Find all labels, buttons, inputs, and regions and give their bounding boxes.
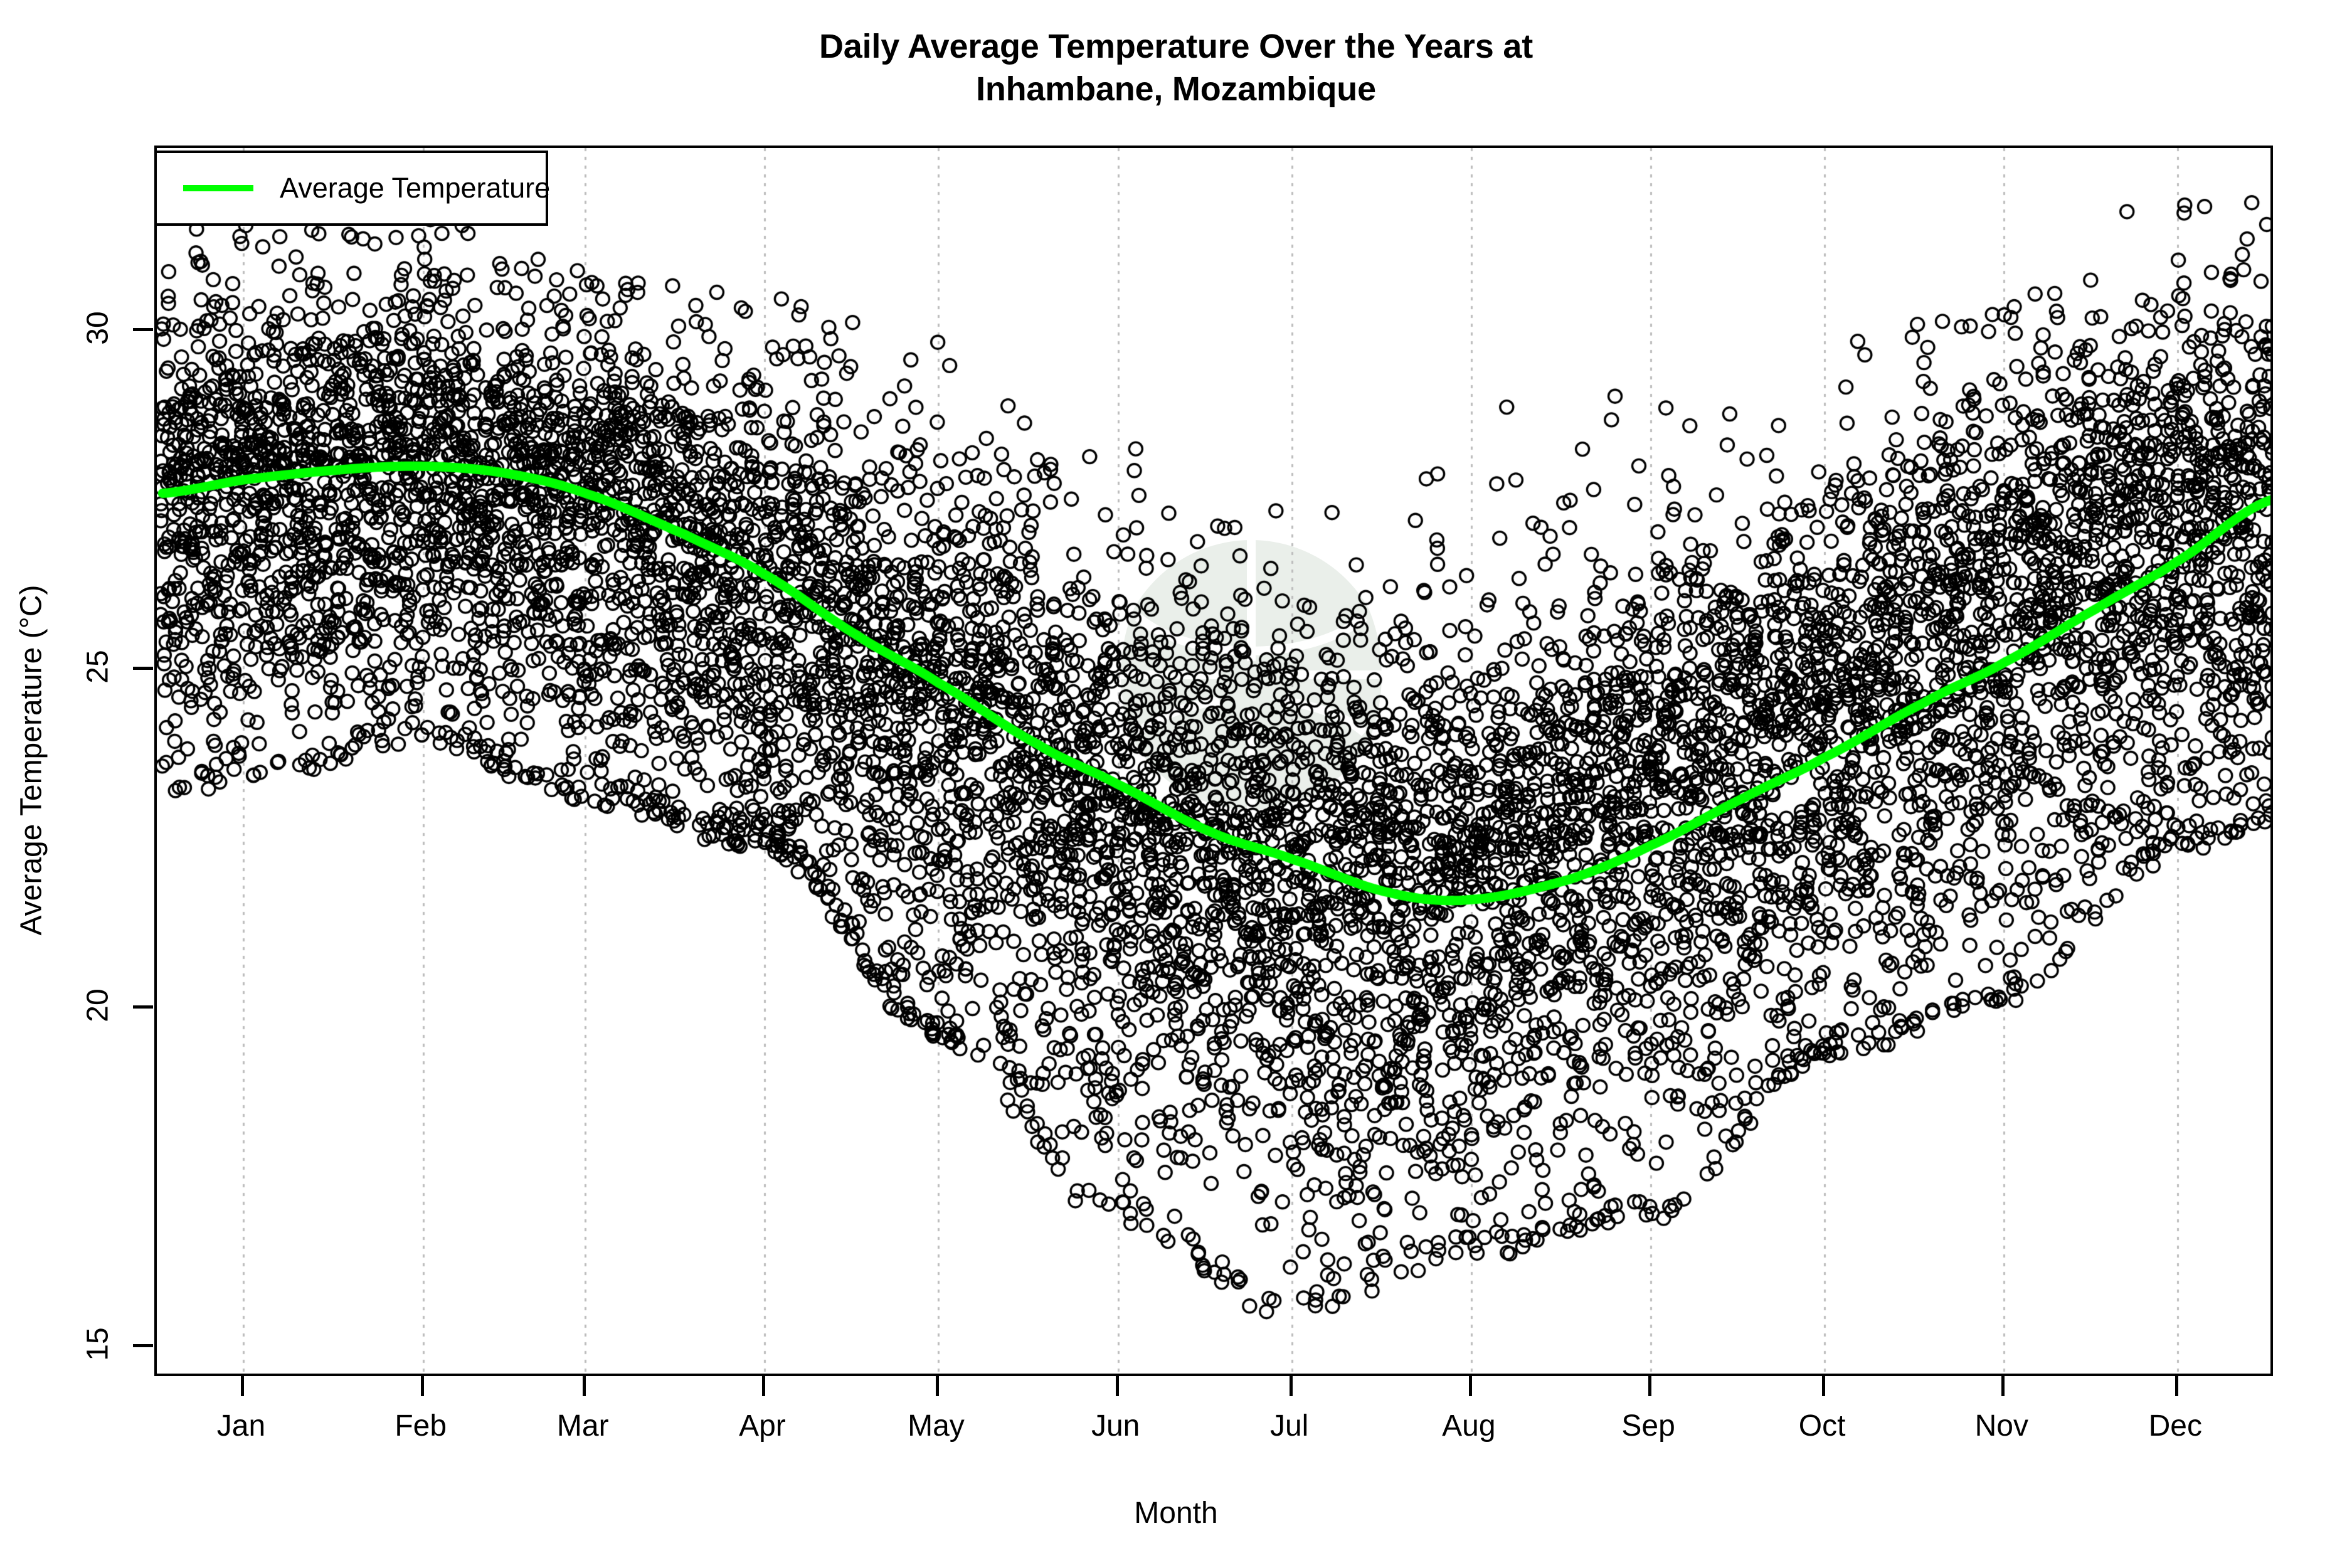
x-axis-tick-mark	[1468, 1375, 1472, 1396]
x-axis-tick-mark	[762, 1375, 766, 1396]
x-axis-tick-mark	[1115, 1375, 1119, 1396]
y-axis-tick-mark	[133, 1343, 153, 1347]
legend-entry-average-temperature: Average Temperature	[157, 153, 550, 223]
legend-entry-label: Average Temperature	[280, 172, 551, 204]
x-axis-tick-label: Feb	[395, 1409, 447, 1443]
plot-area	[154, 146, 2273, 1376]
x-axis-tick-label: Jul	[1269, 1409, 1309, 1443]
x-axis-title: Month	[1134, 1496, 1218, 1530]
y-axis-tick-label: 30	[81, 311, 115, 346]
x-axis-tick-label: Sep	[1621, 1409, 1675, 1443]
x-axis-tick-mark	[241, 1375, 245, 1396]
x-axis-tick-mark	[2001, 1375, 2005, 1396]
y-axis-tick-mark	[133, 1005, 153, 1009]
x-axis-tick-mark	[1289, 1375, 1293, 1396]
y-axis-tick-mark	[133, 328, 153, 332]
x-axis-tick-mark	[1822, 1375, 1826, 1396]
scatter-plot-canvas	[157, 148, 2270, 1374]
chart-title: Daily Average Temperature Over the Years…	[0, 25, 2352, 110]
x-axis-tick-label: Nov	[1974, 1409, 2028, 1443]
y-axis-tick-label: 25	[81, 650, 115, 684]
y-axis-tick-mark	[133, 667, 153, 670]
x-axis-tick-label: Oct	[1798, 1409, 1846, 1443]
x-axis-tick-label: Apr	[739, 1409, 786, 1443]
x-axis-tick-label: Jan	[216, 1409, 266, 1443]
x-axis-tick-mark	[1648, 1375, 1652, 1396]
y-axis-title: Average Temperature (°C)	[14, 585, 48, 936]
legend-line-swatch-icon	[183, 185, 253, 191]
x-axis-tick-mark	[420, 1375, 424, 1396]
chart-title-line-2: Inhambane, Mozambique	[976, 70, 1376, 108]
x-axis-tick-mark	[936, 1375, 940, 1396]
x-axis-tick-label: Jun	[1091, 1409, 1140, 1443]
x-axis-tick-label: Aug	[1442, 1409, 1496, 1443]
x-axis-tick-mark	[583, 1375, 586, 1396]
y-axis-tick-label: 20	[81, 988, 115, 1022]
chart-title-line-1: Daily Average Temperature Over the Years…	[819, 28, 1533, 65]
y-axis-tick-label: 15	[81, 1327, 115, 1361]
x-axis-tick-label: May	[908, 1409, 965, 1443]
x-axis-tick-label: Dec	[2148, 1409, 2202, 1443]
chart-legend: Average Temperature	[154, 151, 550, 226]
x-axis-tick-label: Mar	[556, 1409, 609, 1443]
x-axis-tick-mark	[2175, 1375, 2179, 1396]
